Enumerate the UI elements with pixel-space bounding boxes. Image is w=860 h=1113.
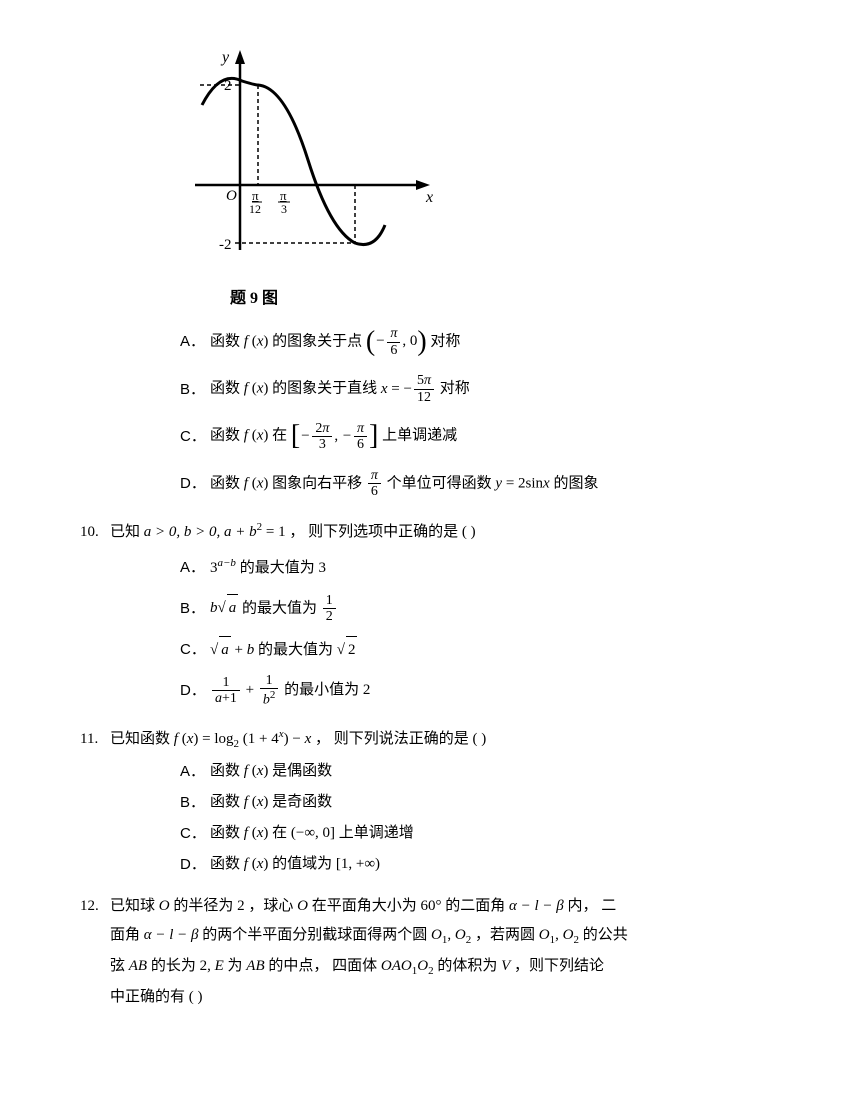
q12: 12. 已知球 O 的半径为 2 ，球心 O 在平面角大小为 60° 的二面角 … [80,893,810,920]
q11-b: B． 函数 f (x) 是奇函数 [180,788,810,816]
q10-d: D． 1a+1 + 1b2 的最小值为 2 [180,672,810,710]
q9-c: C． 函数 f (x) 在 [−2π3, −π6] 上单调递减 [180,411,810,461]
svg-text:π: π [280,188,287,203]
q11-options: A． 函数 f (x) 是偶函数 B． 函数 f (x) 是奇函数 C． 函数 … [180,757,810,878]
svg-text:x: x [425,189,433,206]
q9-d: D． 函数 f (x) 图象向右平移 π6 个单位可得函数 y = 2sinx … [180,465,810,503]
q10-b: B． b√a 的最大值为 12 [180,590,810,628]
svg-text:O: O [226,188,237,204]
q9-b: B． 函数 f (x) 的图象关于直线 x = −5π12 对称 [180,370,810,408]
q11-a: A． 函数 f (x) 是偶函数 [180,757,810,785]
q12-cont: 面角 α − l − β 的两个半平面分别截球面得两个圆 O1, O2 ，若两圆… [110,920,810,1012]
svg-text:π: π [252,188,259,203]
q11-d: D． 函数 f (x) 的值域为 [1, +∞) [180,850,810,878]
figure-q9: y x O 2 -2 π 12 π 3 [180,30,810,280]
q10-c: C． √a + b 的最大值为 √2 [180,631,810,669]
svg-text:12: 12 [249,202,261,216]
sine-graph: y x O 2 -2 π 12 π 3 [180,30,440,270]
svg-text:y: y [220,49,230,66]
q10-a: A． 3a−b 的最大值为 3 [180,549,810,587]
q11: 11. 已知函数 f (x) = log2 (1 + 4x) − x ， 则下列… [80,725,810,755]
figure-label: 题 9 图 [230,285,810,314]
svg-text:3: 3 [281,202,287,216]
svg-text:-2: -2 [219,237,232,253]
q11-c: C． 函数 f (x) 在 (−∞, 0] 上单调递增 [180,819,810,847]
q9-options: A． 函数 f (x) 的图象关于点 (−π6, 0) 对称 B． 函数 f (… [180,317,810,503]
q10-options: A． 3a−b 的最大值为 3 B． b√a 的最大值为 12 C． √a + … [180,549,810,710]
q9-a: A． 函数 f (x) 的图象关于点 (−π6, 0) 对称 [180,317,810,367]
q10: 10. 已知 a > 0, b > 0, a + b2 = 1 ， 则下列选项中… [80,518,810,546]
